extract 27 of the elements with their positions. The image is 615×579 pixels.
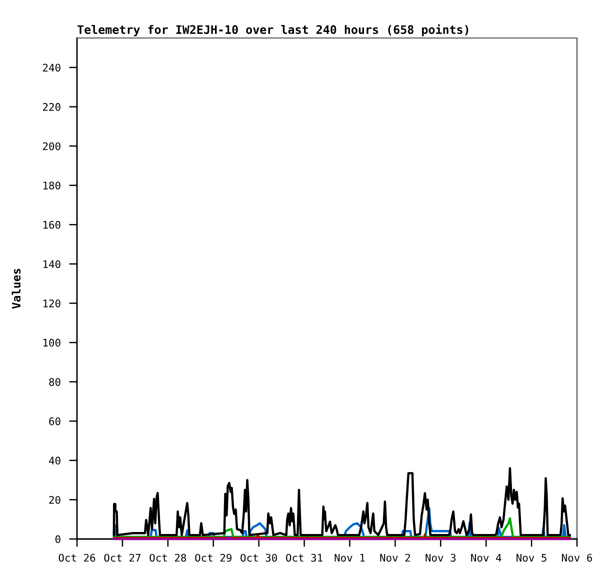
y-tick-label: 120 [43, 299, 60, 308]
y-tick-label: 200 [42, 142, 60, 150]
y-tick-label: 180 [43, 182, 60, 190]
x-tick-label: Nov 6 [562, 554, 592, 562]
x-tick-label: Nov 4 [471, 554, 502, 562]
y-tick-label: 220 [42, 103, 60, 111]
x-tick-label: Nov 3 [426, 554, 456, 562]
x-tick-label: Oct 31 [286, 554, 322, 562]
y-tick-label: 40 [49, 456, 60, 465]
y-tick-label: 240 [42, 64, 60, 72]
y-tick-label: 160 [43, 220, 60, 229]
y-tick-label: 100 [43, 338, 60, 347]
chart-title: Telemetry for IW2EJH-10 over last 240 hours (658 points) [78, 24, 468, 36]
x-tick-label: Oct 27 [104, 554, 140, 562]
x-tick-label: Oct 28 [150, 554, 186, 562]
x-tick-label: Oct 30 [240, 554, 277, 562]
y-tick-label: 60 [49, 417, 60, 426]
x-tick-label: Oct 26 [58, 554, 96, 562]
x-tick-label: Nov 1 [334, 554, 365, 562]
y-axis-title: Values [12, 268, 21, 309]
y-tick-label: 140 [43, 260, 60, 268]
x-tick-label: Nov 2 [380, 554, 410, 562]
y-tick-label: 0 [55, 535, 60, 544]
y-tick-label: 20 [49, 496, 60, 504]
x-tick-label: Oct 29 [195, 554, 232, 562]
y-tick-label: 80 [49, 378, 60, 386]
x-tick-label: Nov 5 [516, 554, 546, 562]
